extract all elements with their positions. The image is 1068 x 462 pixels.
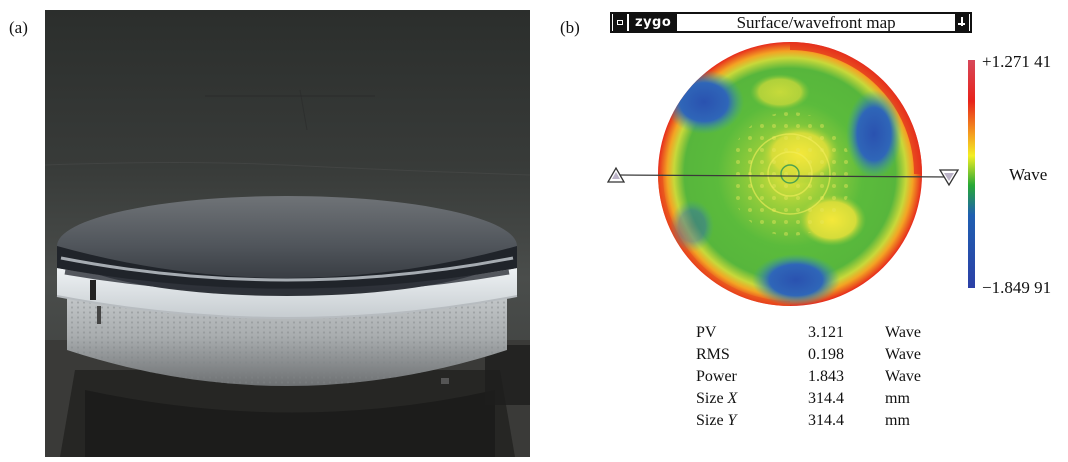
stat-value: 0.198 (808, 346, 844, 363)
stat-unit: mm (885, 412, 910, 429)
color-scale-bar (968, 60, 975, 288)
panel-label-a: (a) (9, 18, 28, 37)
stat-axis: Y (727, 412, 737, 429)
wavefront-map (606, 42, 975, 306)
stat-name-text: Size (696, 412, 724, 429)
stat-axis: X (727, 390, 738, 407)
stats-row-size-x: Size X 314.4 mm (696, 388, 945, 410)
stat-value: 314.4 (808, 390, 844, 407)
zygo-logo: zygo (629, 14, 678, 31)
stat-value: 1.843 (808, 368, 844, 385)
stat-unit: Wave (885, 368, 922, 385)
stat-name: RMS (696, 346, 730, 363)
mirror-photo (45, 10, 530, 457)
stat-name: Size Y (696, 410, 808, 432)
profile-line[interactable] (617, 174, 951, 178)
stats-table: PV 3.121 Wave RMS 0.198 Wave Power 1.843… (696, 322, 945, 432)
stat-name: Power (696, 368, 737, 385)
stat-name: PV (696, 324, 717, 341)
stat-value: 3.121 (808, 324, 844, 341)
stats-row-rms: RMS 0.198 Wave (696, 344, 945, 366)
stat-unit: Wave (885, 324, 922, 341)
window-title: Surface/wavefront map (736, 13, 896, 32)
stat-name: Size X (696, 388, 808, 410)
stats-row-pv: PV 3.121 Wave (696, 322, 945, 344)
stat-unit: Wave (885, 346, 922, 363)
stat-name-text: Size (696, 390, 724, 407)
panel-label-b: (b) (560, 18, 580, 37)
scale-max-label: +1.271 41 (982, 52, 1052, 71)
scale-unit-label: Wave (1009, 165, 1048, 184)
stats-row-size-y: Size Y 314.4 mm (696, 410, 945, 432)
scale-min-label: −1.849 91 (982, 278, 1052, 297)
pin-icon[interactable] (955, 14, 969, 31)
zygo-title-bar: zygo Surface/wavefront map (610, 12, 972, 33)
stat-unit: mm (885, 390, 910, 407)
window-menu-icon[interactable] (613, 14, 627, 31)
stats-row-power: Power 1.843 Wave (696, 366, 945, 388)
stat-value: 314.4 (808, 412, 844, 429)
